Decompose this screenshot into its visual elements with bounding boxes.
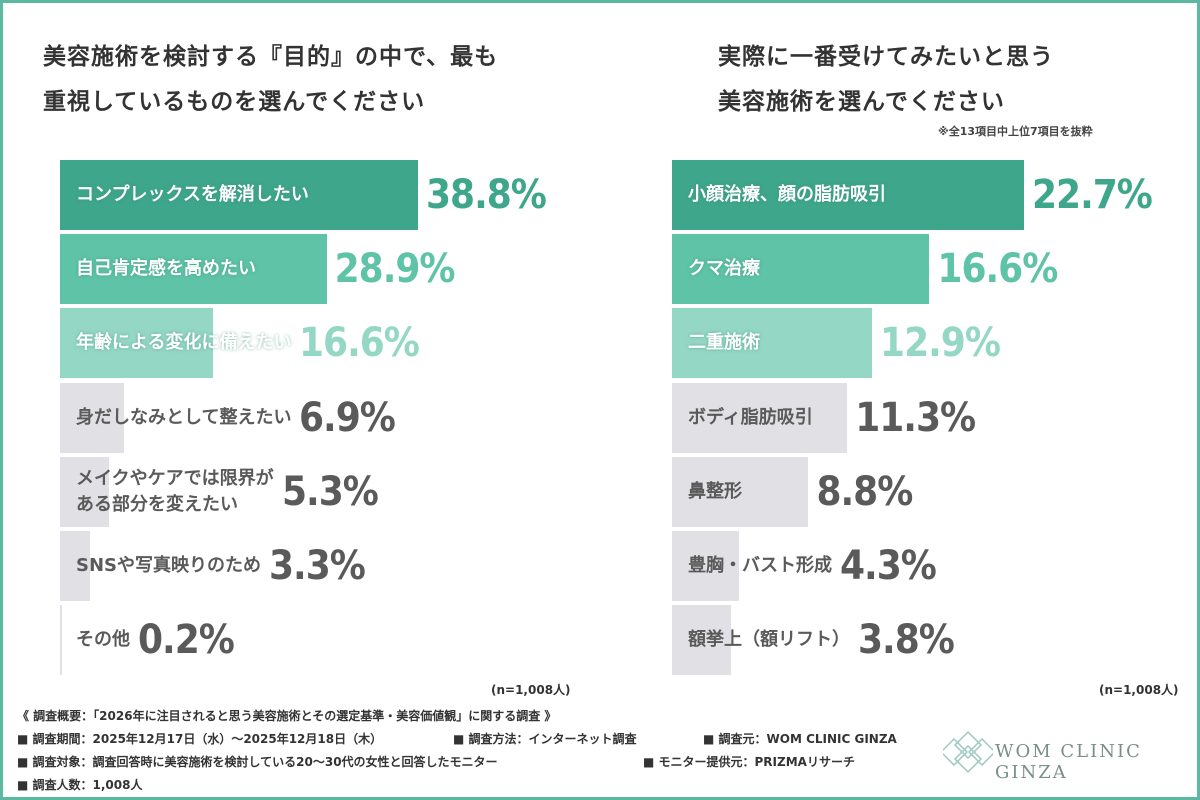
logo: WOM CLINIC GINZA <box>995 741 1142 783</box>
bar-label: 豊胸・バスト形成 <box>688 555 832 576</box>
footer-text: ■ 調査元：WOM CLINIC GINZA <box>703 732 897 746</box>
logo-mark <box>943 730 993 774</box>
value-label: 12.9% <box>880 320 1001 367</box>
value-label: 28.9% <box>334 246 456 293</box>
bar <box>60 382 124 453</box>
bar-label: 身だしなみとして整えたい <box>76 406 292 428</box>
value-label: 16.6% <box>937 246 1058 293</box>
sample-size: (n=1,008人) <box>1099 683 1179 697</box>
bar <box>60 234 327 305</box>
chart-title: 美容施術を検討する『目的』の中で、最も 重視しているものを選んでください <box>43 44 499 115</box>
bar <box>60 308 214 379</box>
value-label: 0.2% <box>138 617 235 664</box>
bar-label: ボディ脂肪吸引 <box>688 406 813 428</box>
note: ※全13項目中上位7項目を抜粋 <box>938 125 1093 138</box>
bar-label: 小顔治療、顔の脂肪吸引 <box>688 184 886 205</box>
bar-label: 鼻整形 <box>688 480 742 502</box>
bar <box>672 234 930 305</box>
bar-label: SNSや写真映りのため <box>76 555 261 576</box>
value-label: 6.9% <box>299 394 396 441</box>
value-label: 4.3% <box>840 543 937 589</box>
bar <box>60 160 418 230</box>
footer-text: ■ 調査人数：1,008人 <box>17 778 143 792</box>
value-label: 5.3% <box>282 468 379 515</box>
bar <box>672 160 1024 230</box>
bar <box>60 456 109 527</box>
bar <box>60 531 91 601</box>
bar <box>672 308 873 379</box>
bar-label: クマ治療 <box>688 258 760 280</box>
value-label: 11.3% <box>855 394 976 441</box>
value-label: 22.7% <box>1032 172 1153 218</box>
bar <box>672 531 739 601</box>
footer-text: ■ 調査期間：2025年12月17日（水）〜2025年12月18日（木） <box>17 732 383 746</box>
footer-text: ■ 調査方法：インターネット調査 <box>453 732 637 746</box>
bar <box>672 456 809 527</box>
footer-text: 《 調査概要：「2026年に注目されると思う美容施術とその選定基準・美容価値観」… <box>17 709 557 723</box>
bar-label: メイクやケアでは限界が ある部分を変えたい <box>76 467 274 515</box>
bar <box>672 382 848 453</box>
value-label: 38.8% <box>426 172 547 218</box>
value-label: 8.8% <box>816 468 913 515</box>
chart-title: 実際に一番受けてみたいと思う 美容施術を選んでください <box>718 44 1054 115</box>
bar-label: コンプレックスを解消したい <box>76 184 309 205</box>
bar <box>60 605 62 676</box>
bar <box>672 605 731 676</box>
sample-size: (n=1,008人) <box>491 683 571 697</box>
bar-label: その他 <box>76 629 130 651</box>
value-label: 3.3% <box>269 543 366 589</box>
value-label: 3.8% <box>858 617 955 664</box>
bar-label: 年齢による変化に備えたい <box>76 332 292 354</box>
footer-text: ■ モニター提供元：PRIZMAリサーチ <box>643 755 855 769</box>
bar-label: 自己肯定感を高めたい <box>76 258 256 280</box>
value-label: 16.6% <box>299 320 420 367</box>
bar-label: 二重施術 <box>688 332 760 354</box>
footer-text: ■ 調査対象：調査回答時に美容施術を検討している20〜30代の女性と回答したモニ… <box>17 755 498 769</box>
bar-label: 額挙上（額リフト） <box>688 629 850 651</box>
